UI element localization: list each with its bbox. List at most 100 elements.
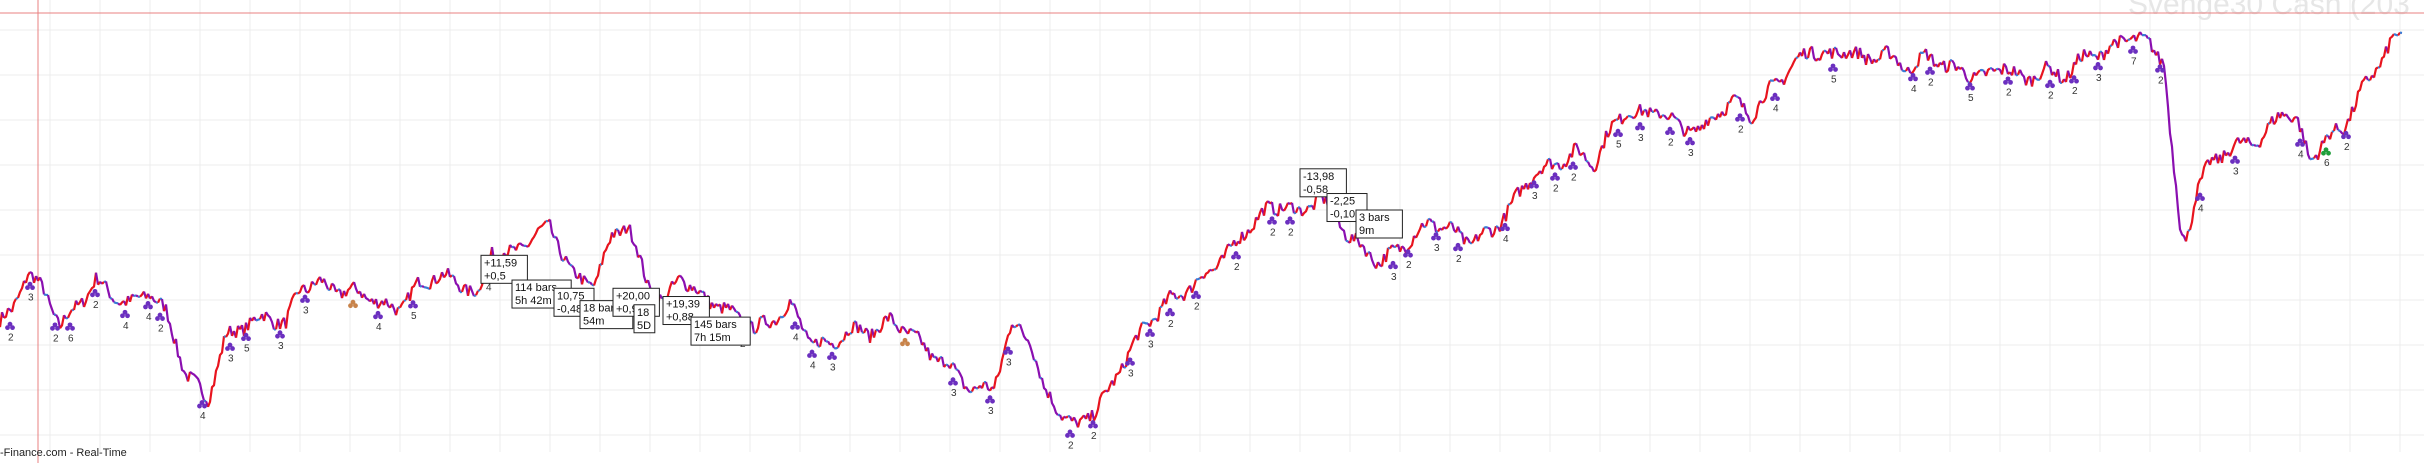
- price-line-segment: [1172, 292, 1178, 300]
- price-line-segment: [911, 328, 915, 332]
- signal-count-label: 5: [1968, 93, 1974, 104]
- price-line-segment: [1893, 54, 1900, 66]
- price-line-segment: [38, 276, 46, 295]
- signal-marker: 3: [948, 377, 958, 399]
- signal-marker: 3: [1635, 122, 1645, 144]
- price-line-segment: [1631, 116, 1635, 120]
- price-line-segment: [980, 381, 986, 389]
- signal-dot: [1740, 116, 1745, 122]
- signal-dot: [1191, 294, 1196, 300]
- price-line-segment: [2091, 53, 2097, 57]
- signal-marker: 3: [300, 294, 310, 317]
- signal-dot: [225, 346, 230, 351]
- price-line-segment: [1156, 306, 1162, 322]
- price-line-segment: [390, 303, 398, 316]
- price-line-segment: [452, 275, 462, 293]
- signal-marker: 3: [985, 395, 995, 417]
- price-line-segment: [2033, 75, 2037, 80]
- measurement-text: +0,88: [666, 312, 694, 324]
- price-line-segment: [2291, 115, 2297, 123]
- signal-markers: 2326244243533454224433332233222223232432…: [5, 45, 2351, 451]
- price-line-segment: [1795, 56, 1799, 59]
- signal-dot: [1167, 308, 1173, 313]
- price-line-segment: [2187, 228, 2191, 232]
- signal-dot: [300, 298, 305, 303]
- price-line-segment: [2228, 136, 2239, 157]
- signal-dot: [2093, 65, 2098, 71]
- price-line-segment: [2331, 129, 2335, 133]
- price-line-segment: [3, 308, 10, 319]
- price-line-segment: [2322, 135, 2328, 144]
- signal-dot: [1665, 130, 1670, 136]
- signal-dot: [1405, 249, 1411, 255]
- price-line-segment: [901, 325, 909, 335]
- signal-dot: [1147, 328, 1153, 334]
- price-line-segment: [1683, 125, 1690, 138]
- price-line-segment: [1011, 324, 1015, 329]
- signal-count-label: 3: [1532, 191, 1538, 202]
- signal-dot: [1236, 254, 1241, 260]
- price-line-segment: [1124, 334, 1137, 368]
- price-line-segment: [1550, 164, 1556, 170]
- price-line-segment: [2337, 129, 2341, 132]
- price-line-segment: [1518, 185, 1524, 197]
- price-line-segment: [1818, 50, 1825, 61]
- price-line-segment: [1283, 202, 1290, 212]
- signal-dot: [1772, 92, 1778, 98]
- signal-dot: [70, 325, 75, 331]
- signal-dot: [905, 341, 910, 347]
- price-line-segment: [1106, 380, 1114, 393]
- price-line-segment: [818, 337, 824, 347]
- price-line-segment: [569, 263, 573, 267]
- price-line-segment: [1969, 72, 1976, 84]
- signal-dot: [1272, 219, 1277, 225]
- price-line-segment: [1401, 245, 1408, 254]
- signal-dot: [230, 346, 235, 351]
- signal-marker: 2: [1165, 308, 1175, 330]
- signal-marker: 2: [1665, 126, 1675, 149]
- price-line-segment: [792, 303, 805, 332]
- price-line-segment: [628, 224, 640, 258]
- signal-dot: [987, 395, 993, 401]
- price-line-segment: [477, 288, 481, 292]
- measurement-text: 9m: [1359, 225, 1374, 237]
- price-line-segment: [473, 294, 477, 298]
- measurement-text: -0,48: [557, 303, 582, 315]
- price-line-segment: [1471, 234, 1478, 244]
- signal-dot: [809, 349, 815, 355]
- signal-marker: 3: [225, 342, 235, 365]
- signal-marker: 2: [2045, 79, 2055, 102]
- signal-count-label: 3: [303, 306, 309, 317]
- price-line-segment: [2393, 32, 2399, 37]
- signal-dot: [1287, 216, 1293, 222]
- signal-dot: [902, 337, 908, 343]
- price-line-segment: [889, 311, 896, 325]
- price-line-segment: [1177, 295, 1181, 299]
- signal-count-label: 2: [2006, 87, 2012, 98]
- signal-dot: [1193, 290, 1199, 296]
- signal-count-label: 4: [376, 322, 382, 333]
- signal-marker: 2: [1735, 113, 1745, 135]
- price-line-segment: [1432, 221, 1438, 233]
- price-line-segment: [55, 314, 62, 329]
- price-line-segment: [1076, 414, 1085, 428]
- price-line-segment: [615, 227, 619, 231]
- price-line-segment: [1427, 217, 1431, 221]
- price-line-segment: [1429, 218, 1433, 223]
- price-line-segment: [1048, 391, 1059, 416]
- price-line-segment: [1574, 142, 1582, 156]
- price-line-segment: [1294, 207, 1300, 214]
- signal-dot: [2326, 150, 2331, 156]
- price-line-segment: [1136, 322, 1144, 341]
- price-line-segment: [255, 318, 261, 322]
- price-line-segment: [1919, 51, 1925, 55]
- price-line-segment: [1483, 226, 1489, 229]
- signal-dot: [1431, 235, 1436, 241]
- signal-dot: [900, 341, 905, 347]
- measurement-text: 114 bars: [515, 282, 557, 294]
- signal-dot: [353, 303, 358, 309]
- signal-marker: 6: [2321, 147, 2331, 169]
- price-line-segment: [731, 304, 737, 313]
- price-line-segment: [474, 290, 480, 296]
